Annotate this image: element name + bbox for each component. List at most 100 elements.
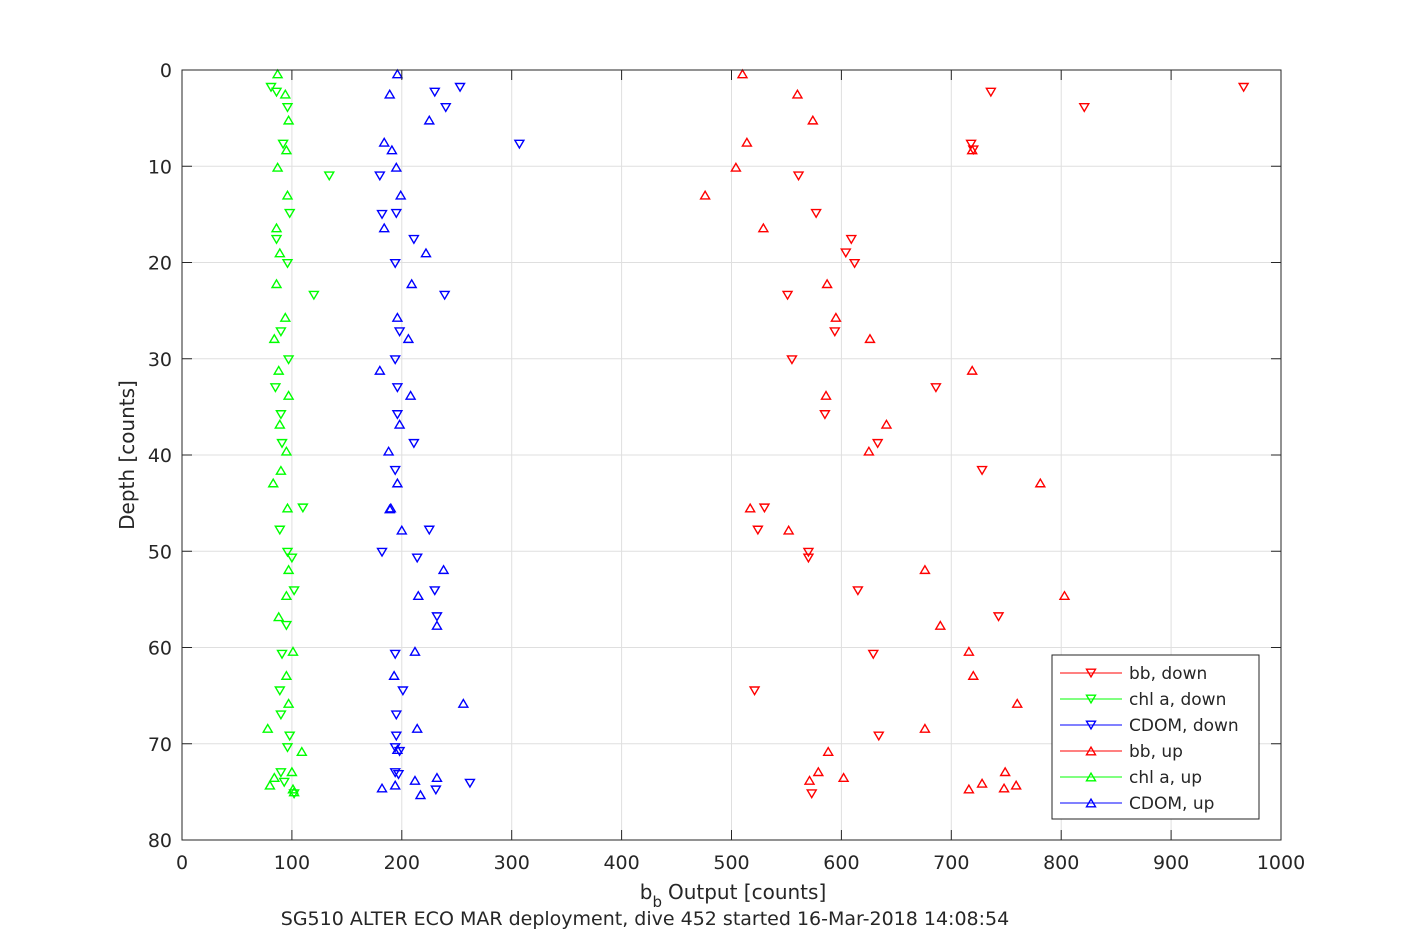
- legend-label: chl a, down: [1129, 690, 1226, 710]
- data-point: [730, 162, 742, 172]
- data-point: [871, 438, 884, 449]
- data-point: [393, 746, 406, 757]
- data-point: [967, 145, 980, 156]
- data-point: [376, 547, 388, 558]
- data-point: [393, 327, 406, 338]
- data-point: [423, 525, 435, 536]
- data-point: [390, 208, 403, 219]
- data-point: [383, 503, 396, 514]
- data-point: [1078, 103, 1091, 113]
- data-point: [271, 162, 284, 172]
- data-point: [389, 649, 401, 660]
- data-point: [786, 355, 798, 365]
- data-point: [391, 68, 404, 79]
- data-point: [792, 171, 805, 182]
- data-point: [281, 103, 294, 113]
- y-tick-label: 20: [148, 253, 172, 275]
- data-point: [431, 620, 443, 630]
- data-point: [391, 744, 404, 755]
- data-point: [1058, 590, 1071, 601]
- data-point: [281, 258, 294, 269]
- x-tick-label: 800: [1043, 852, 1079, 874]
- y-tick-label: 80: [148, 830, 172, 852]
- data-point: [275, 327, 287, 338]
- data-point: [830, 312, 842, 322]
- data-point: [411, 723, 423, 733]
- data-point: [391, 312, 404, 322]
- data-point: [930, 383, 942, 393]
- x-axis-label-prefix: b: [640, 880, 653, 904]
- data-point: [845, 234, 858, 245]
- data-point: [288, 789, 300, 800]
- data-point: [268, 772, 281, 782]
- data-point: [383, 88, 396, 99]
- x-axis-label: bb Output [counts]: [640, 880, 827, 911]
- data-point: [391, 383, 404, 393]
- legend-label: bb, up: [1129, 742, 1183, 762]
- data-point: [374, 365, 386, 375]
- data-point: [265, 82, 277, 93]
- y-tick-label: 10: [148, 156, 172, 178]
- series-bb-down: [748, 82, 1250, 800]
- data-point: [270, 234, 283, 245]
- data-point: [389, 768, 401, 778]
- data-point: [391, 410, 404, 420]
- data-point: [810, 208, 822, 219]
- data-point: [837, 772, 850, 782]
- data-point: [282, 698, 295, 708]
- data-point: [280, 620, 293, 631]
- data-point: [965, 139, 977, 150]
- data-point: [976, 778, 988, 788]
- data-point: [812, 766, 825, 777]
- data-point: [270, 278, 283, 289]
- data-point: [967, 670, 980, 680]
- legend-marker: [1085, 745, 1097, 756]
- data-point: [1034, 477, 1047, 488]
- legend-marker: [1085, 771, 1097, 782]
- data-point: [998, 782, 1010, 793]
- data-point: [271, 68, 284, 79]
- data-point: [985, 87, 997, 98]
- data-point: [261, 723, 274, 733]
- data-point: [429, 87, 441, 98]
- data-point: [374, 171, 386, 182]
- data-point: [807, 114, 819, 125]
- legend-marker: [1085, 668, 1097, 679]
- x-tick-label: 700: [933, 852, 969, 874]
- data-point: [821, 278, 833, 289]
- data-point: [1011, 698, 1023, 708]
- data-point: [274, 418, 286, 429]
- data-point: [386, 144, 398, 155]
- data-point: [269, 383, 282, 393]
- data-point: [391, 477, 404, 488]
- data-point: [791, 88, 804, 99]
- data-markers: [261, 68, 1250, 800]
- data-point: [272, 365, 285, 375]
- data-point: [392, 770, 405, 780]
- y-tick-label: 0: [160, 60, 172, 82]
- data-point: [409, 775, 421, 785]
- data-point: [272, 611, 285, 622]
- data-point: [286, 766, 298, 777]
- data-point: [1237, 82, 1250, 93]
- data-point: [274, 247, 286, 258]
- data-point: [275, 768, 287, 778]
- data-point: [274, 686, 286, 697]
- figure-caption: SG510 ALTER ECO MAR deployment, dive 452…: [281, 908, 1009, 930]
- data-point: [280, 590, 293, 601]
- data-point: [757, 222, 770, 233]
- data-point: [282, 564, 295, 575]
- data-point: [848, 258, 861, 269]
- data-point: [966, 144, 978, 155]
- data-point: [819, 410, 831, 420]
- data-point: [281, 743, 294, 753]
- data-point: [802, 553, 815, 564]
- data-point: [976, 465, 988, 476]
- x-tick-label: 300: [494, 852, 530, 874]
- data-point: [389, 355, 401, 365]
- data-point: [268, 333, 281, 344]
- data-point: [393, 418, 406, 429]
- data-point: [279, 88, 292, 99]
- data-point: [414, 789, 427, 800]
- data-point: [282, 390, 295, 400]
